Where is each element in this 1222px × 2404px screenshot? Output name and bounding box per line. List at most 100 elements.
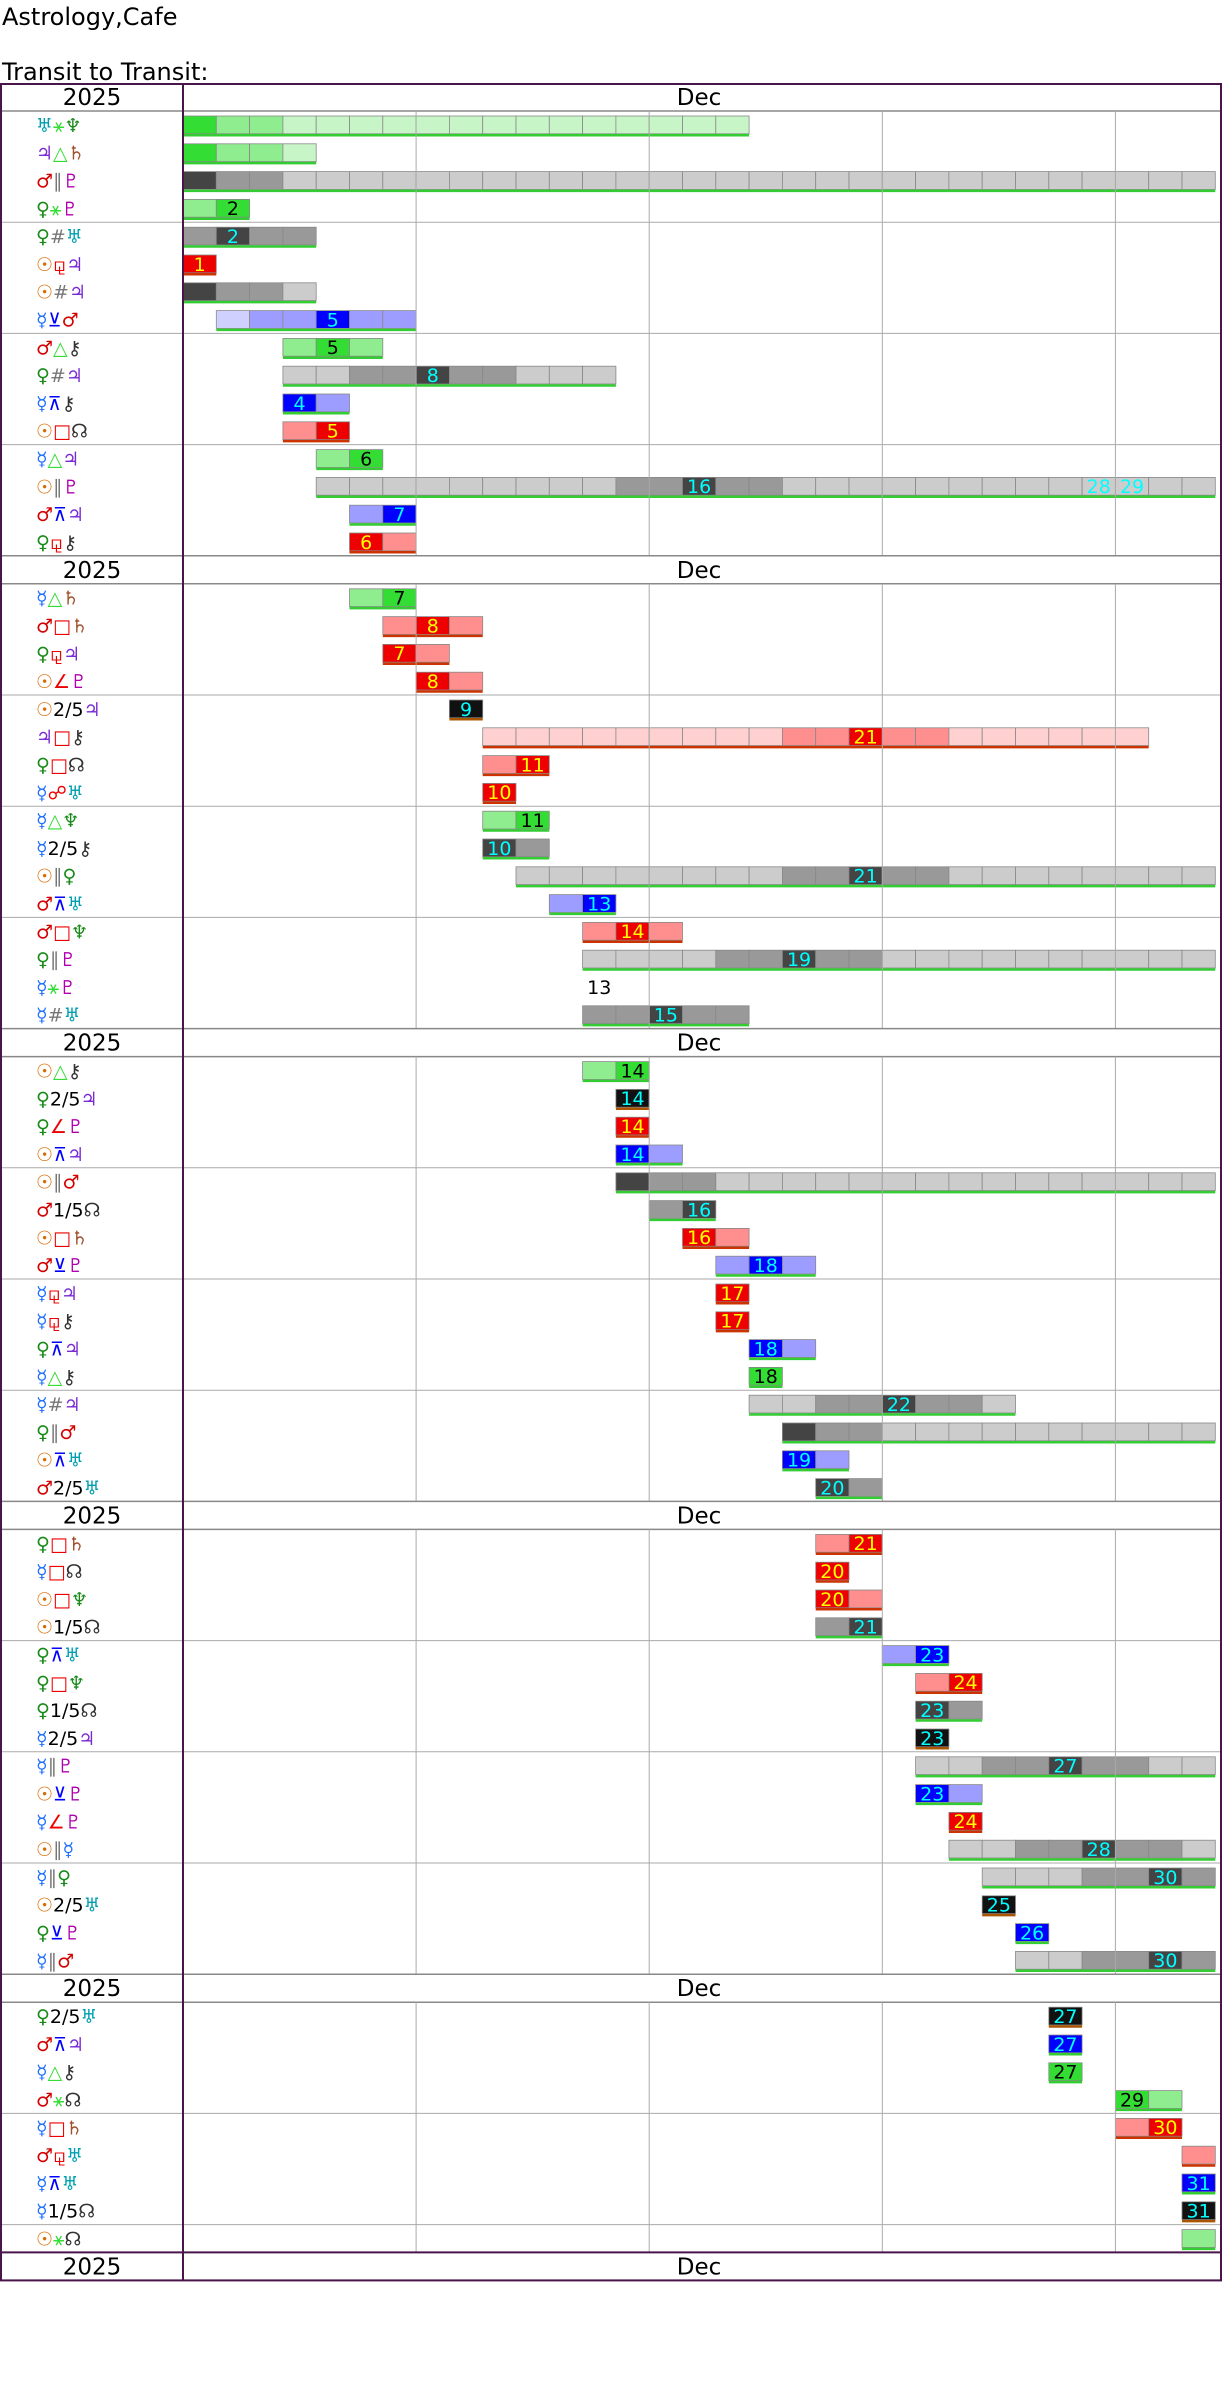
transit-bar-segment — [815, 1617, 850, 1637]
transit-peak-day: 17 — [720, 1311, 744, 1333]
transit-bar-segment — [881, 727, 916, 746]
transit-bar-segment — [782, 1339, 817, 1358]
aspect-row-label: ♀⊼♅ — [36, 1645, 81, 1667]
aspect-row-label: ☉2/5♃ — [36, 699, 101, 721]
transit-bar-segment — [848, 949, 883, 969]
transit-bar-segment — [548, 476, 583, 496]
aspect-row-label: ♀1/5☊ — [36, 1700, 97, 1722]
transit-bar-segment — [881, 476, 916, 496]
transit-bar-segment — [915, 1422, 950, 1442]
transit-bar-segment — [1048, 866, 1083, 885]
transit-bar-segment — [482, 727, 517, 746]
month-label: Dec — [677, 1976, 722, 2002]
transit-peak-day: 7 — [393, 504, 405, 526]
transit-bar-segment — [648, 1144, 683, 1164]
transit-bar-segment — [1048, 171, 1083, 190]
transit-bar-segment — [415, 644, 450, 663]
transit-bar-segment — [515, 810, 550, 830]
transit-peak-day: 21 — [854, 727, 878, 749]
transit-bar-segment — [948, 476, 983, 496]
transit-bar-segment — [1048, 949, 1083, 969]
transit-bar-segment — [315, 449, 350, 468]
transit-bar-segment — [948, 1394, 983, 1414]
transit-bar-segment — [182, 171, 217, 190]
transit-bar-segment — [249, 171, 284, 190]
transit-bar-segment — [748, 171, 783, 190]
transit-bar-segment — [382, 310, 417, 329]
transit-bar-segment — [548, 365, 583, 385]
transit-bar-segment — [349, 115, 384, 135]
aspect-row-label: ♀#♅ — [36, 226, 83, 248]
aspect-row-label: ☉∥♂ — [36, 1172, 80, 1194]
transit-bar-segment — [582, 727, 617, 746]
transit-bar-segment — [1048, 2034, 1083, 2054]
transit-bar-segment — [282, 171, 317, 190]
transit-bar-segment — [382, 532, 417, 552]
transit-bar-segment — [1115, 1867, 1150, 1887]
transit-bar-segment — [282, 337, 317, 357]
transit-bar-segment — [1048, 727, 1083, 746]
aspect-row-label: ☿2/5♃ — [36, 1728, 95, 1750]
year-label: 2025 — [63, 558, 122, 584]
transit-bar-segment — [1081, 171, 1116, 190]
transit-bar-segment — [815, 1422, 850, 1442]
transit-bar-segment — [382, 616, 417, 635]
transit-bar-segment — [1048, 2062, 1083, 2082]
transit-peak-day: 16 — [687, 1227, 711, 1249]
aspect-row-label: ☉□♆ — [36, 1589, 88, 1611]
transit-bar-segment — [1148, 1422, 1183, 1442]
transit-bar-segment — [915, 476, 950, 496]
aspect-row-label: ♀∥♂ — [36, 1422, 76, 1444]
transit-bar-segment — [1148, 866, 1183, 885]
transit-bar-segment — [715, 1172, 750, 1192]
chart-title: Transit to Transit: — [2, 58, 209, 86]
transit-bar-segment — [282, 421, 317, 440]
transit-bar-segment — [848, 476, 883, 496]
transit-peak-day: 5 — [327, 421, 339, 443]
transit-peak-day: 6 — [360, 448, 372, 470]
transit-bar-segment — [515, 171, 550, 190]
transit-bar-segment — [981, 727, 1016, 746]
transit-bar-segment — [349, 337, 384, 357]
transit-bar-segment — [1181, 1839, 1216, 1859]
transit-bar-segment — [948, 1422, 983, 1442]
aspect-row-label: ☉1/5☊ — [36, 1617, 101, 1639]
transit-peak-day: 14 — [620, 1144, 644, 1166]
transit-bar-segment — [615, 866, 650, 885]
transit-bar-segment — [349, 504, 384, 524]
transit-bar-segment — [1115, 1422, 1150, 1442]
transit-bar-segment — [249, 226, 284, 246]
transit-bar-segment — [648, 949, 683, 969]
transit-bar-segment — [782, 1422, 817, 1442]
transit-bar-segment — [615, 476, 650, 496]
transit-bar-segment — [1181, 2201, 1216, 2221]
transit-bar-segment — [981, 1394, 1016, 1414]
year-label: 2025 — [63, 1031, 122, 1057]
transit-bar-segment — [682, 171, 717, 190]
transit-bar-segment — [182, 282, 217, 302]
transit-peak-day: 14 — [620, 1088, 644, 1110]
transit-bar-segment — [881, 1172, 916, 1192]
aspect-row-label: ♂⚼♅ — [36, 2145, 83, 2167]
year-label: 2025 — [63, 85, 122, 111]
transit-bar-segment — [948, 1673, 983, 1692]
aspect-row-label: ☿△⚷ — [36, 2062, 76, 2084]
transit-bar-segment — [1081, 866, 1116, 885]
transit-bar-segment — [349, 171, 384, 190]
transit-bar-segment — [715, 115, 750, 135]
transit-bar-segment — [315, 476, 350, 496]
transit-peak-day: 19 — [787, 949, 811, 971]
transit-bar-segment — [1148, 1172, 1183, 1192]
aspect-row-label: ♀2/5♃ — [36, 1088, 98, 1110]
aspect-row-label: ☿⊼⚷ — [36, 393, 76, 415]
aspect-row-label: ☿□♄ — [36, 2117, 83, 2139]
aspect-row-label: ☿⊼♅ — [36, 2173, 79, 2195]
transit-bar-segment — [715, 476, 750, 496]
aspect-row-label: ☿⚼⚷ — [36, 1311, 75, 1333]
transit-bar-segment — [215, 282, 251, 302]
aspect-row-label: ♀□♄ — [36, 1533, 85, 1555]
aspect-row-label: ☿△♆ — [36, 810, 79, 832]
transit-bar-segment — [615, 1172, 650, 1192]
transit-bar-segment — [981, 1895, 1016, 1915]
transit-bar-segment — [1115, 1951, 1150, 1970]
